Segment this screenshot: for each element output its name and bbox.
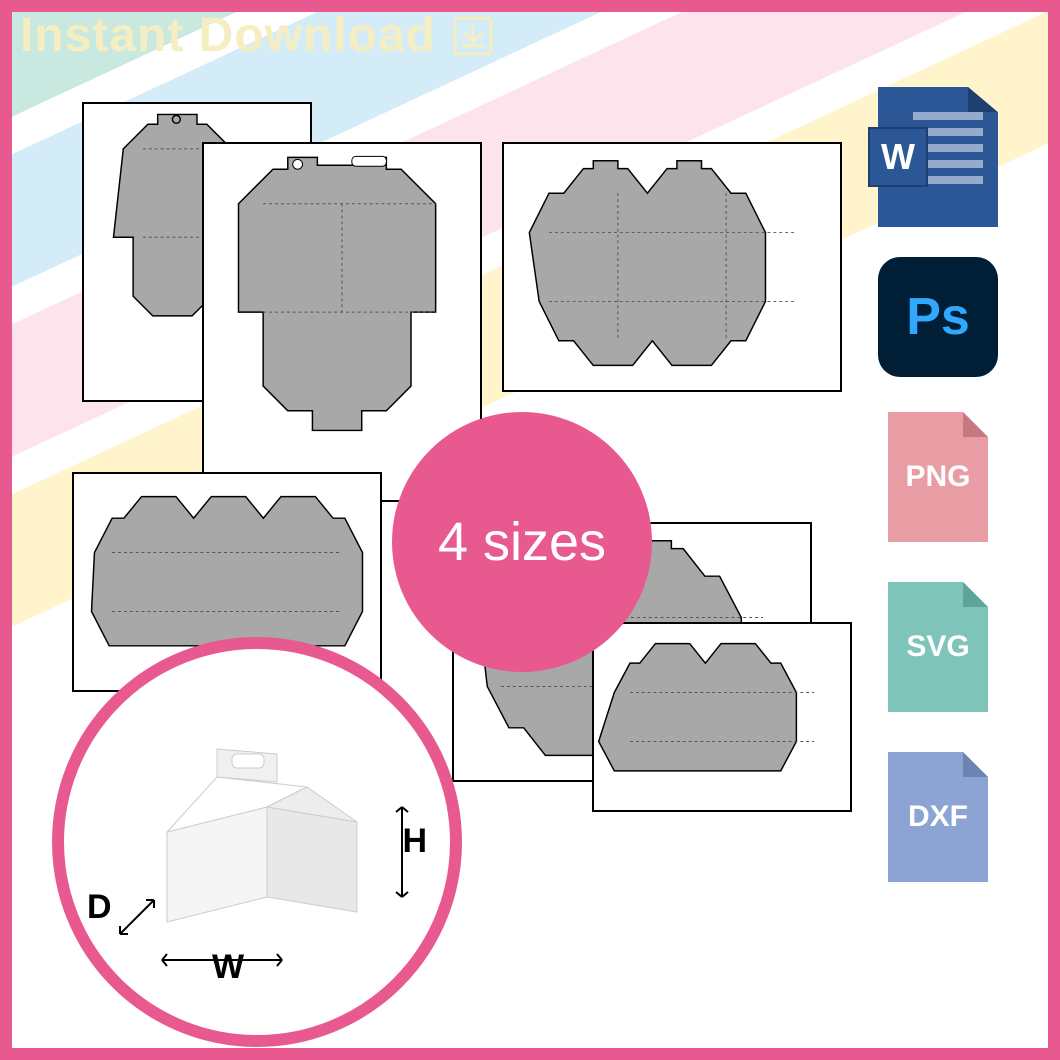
footer-product-name: Gable BoxTemplate — [707, 945, 856, 1028]
footer: 8.5" x 11" &A3 Sheet Gable BoxTemplate — [490, 932, 1030, 1042]
dxf-icon: DXF — [878, 747, 998, 887]
header-title: Instant Download — [20, 8, 436, 63]
svg-icon: SVG — [878, 577, 998, 717]
word-icon: W — [878, 87, 998, 227]
gable-box-3d: H W D — [117, 722, 397, 962]
template-sheet — [592, 622, 852, 812]
download-icon — [451, 14, 495, 58]
dim-d: D — [87, 888, 112, 927]
footer-sheet-size: 8.5" x 11" &A3 Sheet — [490, 945, 654, 1028]
footer-separator — [679, 945, 682, 1030]
sizes-badge: 4 sizes — [392, 412, 652, 672]
file-format-column: W Ps PNG SVG DXF — [878, 87, 1018, 887]
template-sheet — [502, 142, 842, 392]
photoshop-icon: Ps — [878, 257, 998, 377]
header: Instant Download — [20, 8, 495, 63]
product-preview-circle: H W D — [52, 637, 462, 1047]
sizes-text: 4 sizes — [438, 511, 606, 573]
png-icon: PNG — [878, 407, 998, 547]
